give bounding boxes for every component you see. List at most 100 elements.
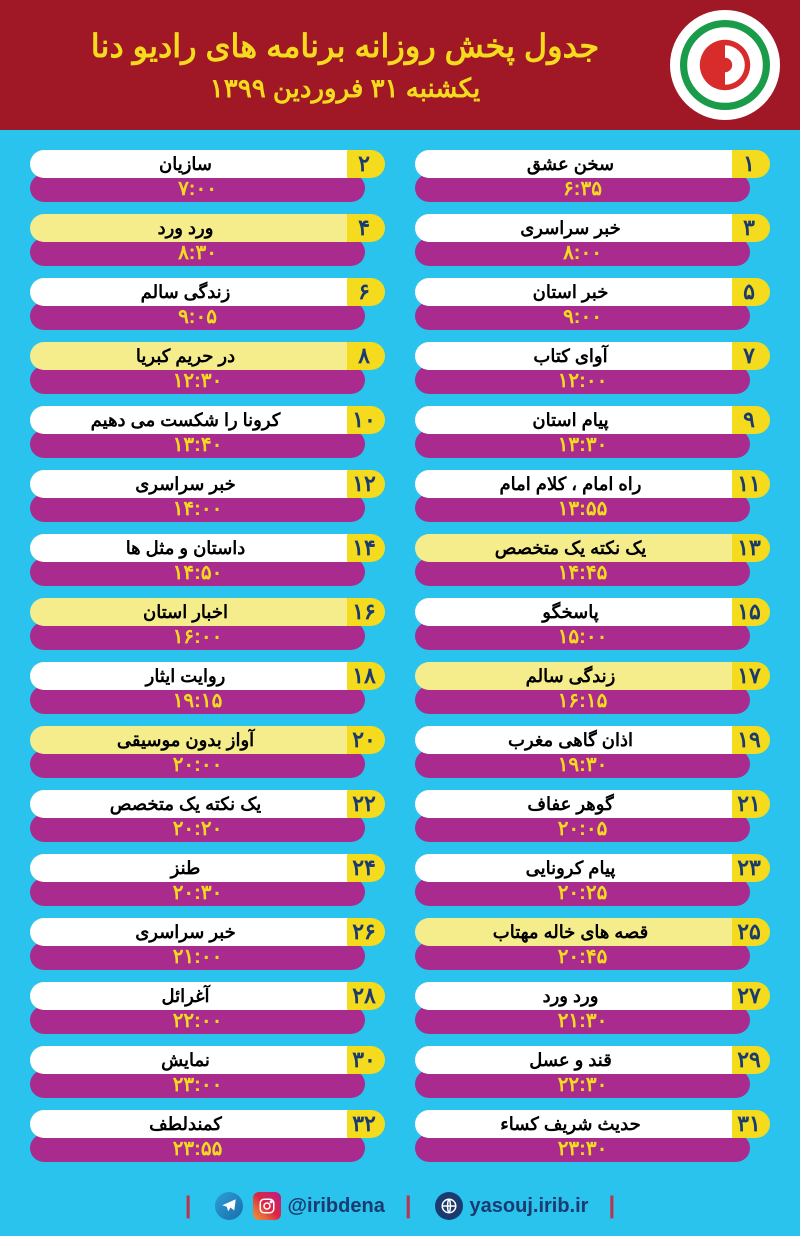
schedule-item: ۲۱گوهر عفاف۲۰:۰۵: [415, 790, 770, 846]
item-number: ۱۹: [728, 726, 770, 754]
item-number: ۵: [728, 278, 770, 306]
item-name: خبر سراسری: [30, 470, 347, 498]
item-number: ۹: [728, 406, 770, 434]
schedule-item: ۱۲خبر سراسری۱۴:۰۰: [30, 470, 385, 526]
schedule-item: ۱۰کرونا را شکست می دهیم۱۳:۴۰: [30, 406, 385, 462]
item-time: ۹:۰۵: [30, 302, 365, 330]
page-subtitle: یکشنبه ۳۱ فروردین ۱۳۹۹: [20, 73, 670, 104]
item-number: ۲۹: [728, 1046, 770, 1074]
schedule-item: ۱۶اخبار استان۱۶:۰۰: [30, 598, 385, 654]
schedule-item: ۱سخن عشق۶:۳۵: [415, 150, 770, 206]
item-time: ۲۳:۵۵: [30, 1134, 365, 1162]
schedule-item: ۱۸روایت ایثار۱۹:۱۵: [30, 662, 385, 718]
schedule-item: ۱۴داستان و مثل ها۱۴:۵۰: [30, 534, 385, 590]
item-time: ۸:۳۰: [30, 238, 365, 266]
schedule-item: ۲۴طنز۲۰:۳۰: [30, 854, 385, 910]
item-time: ۲۰:۴۵: [415, 942, 750, 970]
item-number: ۱۰: [343, 406, 385, 434]
page-title: جدول پخش روزانه برنامه های رادیو دنا: [20, 27, 670, 65]
item-name: آواز بدون موسیقی: [30, 726, 347, 754]
item-name: قند و عسل: [415, 1046, 732, 1074]
item-number: ۷: [728, 342, 770, 370]
item-number: ۶: [343, 278, 385, 306]
item-time: ۹:۰۰: [415, 302, 750, 330]
schedule-item: ۱۵پاسخگو۱۵:۰۰: [415, 598, 770, 654]
item-time: ۲۱:۳۰: [415, 1006, 750, 1034]
item-time: ۲۰:۲۵: [415, 878, 750, 906]
item-name: سخن عشق: [415, 150, 732, 178]
item-time: ۱۳:۴۰: [30, 430, 365, 458]
item-name: پیام کرونایی: [415, 854, 732, 882]
globe-icon: [435, 1192, 463, 1220]
item-number: ۴: [343, 214, 385, 242]
item-time: ۲۳:۰۰: [30, 1070, 365, 1098]
item-name: زندگی سالم: [415, 662, 732, 690]
schedule-item: ۵خبر استان۹:۰۰: [415, 278, 770, 334]
item-time: ۱۳:۵۵: [415, 494, 750, 522]
item-number: ۱۳: [728, 534, 770, 562]
item-number: ۱۵: [728, 598, 770, 626]
item-name: پاسخگو: [415, 598, 732, 626]
social-handle: @iribdena: [288, 1195, 385, 1218]
item-name: آوای کتاب: [415, 342, 732, 370]
item-time: ۱۶:۰۰: [30, 622, 365, 650]
item-number: ۱۸: [343, 662, 385, 690]
schedule-item: ۱۹اذان گاهی مغرب۱۹:۳۰: [415, 726, 770, 782]
item-name: خبر سراسری: [415, 214, 732, 242]
item-name: طنز: [30, 854, 347, 882]
item-time: ۱۳:۳۰: [415, 430, 750, 458]
item-time: ۱۹:۳۰: [415, 750, 750, 778]
schedule-item: ۲۹قند و عسل۲۲:۳۰: [415, 1046, 770, 1102]
item-name: ورد ورد: [30, 214, 347, 242]
footer-divider: |: [608, 1192, 615, 1220]
item-number: ۲۵: [728, 918, 770, 946]
schedule-column-right: ۱سخن عشق۶:۳۵۳خبر سراسری۸:۰۰۵خبر استان۹:۰…: [415, 150, 770, 1166]
item-name: نمایش: [30, 1046, 347, 1074]
logo: [670, 10, 780, 120]
schedule-item: ۲۵قصه های خاله مهتاب۲۰:۴۵: [415, 918, 770, 974]
telegram-icon: [215, 1192, 243, 1220]
item-time: ۲۳:۳۰: [415, 1134, 750, 1162]
item-name: داستان و مثل ها: [30, 534, 347, 562]
channel-logo-icon: [680, 20, 770, 110]
schedule-item: ۸در حریم کبریا۱۲:۳۰: [30, 342, 385, 398]
item-name: اذان گاهی مغرب: [415, 726, 732, 754]
schedule-item: ۱۷زندگی سالم۱۶:۱۵: [415, 662, 770, 718]
schedule-item: ۳۰نمایش۲۳:۰۰: [30, 1046, 385, 1102]
item-time: ۲۰:۲۰: [30, 814, 365, 842]
item-number: ۲۳: [728, 854, 770, 882]
schedule-column-left: ۲سازیان۷:۰۰۴ورد ورد۸:۳۰۶زندگی سالم۹:۰۵۸د…: [30, 150, 385, 1166]
item-name: خبر استان: [415, 278, 732, 306]
item-time: ۱۵:۰۰: [415, 622, 750, 650]
item-number: ۱۶: [343, 598, 385, 626]
item-number: ۲۰: [343, 726, 385, 754]
item-number: ۲۱: [728, 790, 770, 818]
schedule-item: ۳۲کمندلطف۲۳:۵۵: [30, 1110, 385, 1166]
item-name: یک نکته یک متخصص: [30, 790, 347, 818]
item-time: ۲۲:۰۰: [30, 1006, 365, 1034]
item-number: ۸: [343, 342, 385, 370]
schedule-item: ۳۱حدیث شریف کساء۲۳:۳۰: [415, 1110, 770, 1166]
item-time: ۸:۰۰: [415, 238, 750, 266]
schedule-item: ۱۳یک نکته یک متخصص۱۴:۴۵: [415, 534, 770, 590]
item-name: کرونا را شکست می دهیم: [30, 406, 347, 434]
schedule-item: ۲۳پیام کرونایی۲۰:۲۵: [415, 854, 770, 910]
schedule-item: ۲سازیان۷:۰۰: [30, 150, 385, 206]
item-time: ۱۶:۱۵: [415, 686, 750, 714]
schedule-item: ۴ورد ورد۸:۳۰: [30, 214, 385, 270]
item-name: خبر سراسری: [30, 918, 347, 946]
item-time: ۱۴:۴۵: [415, 558, 750, 586]
schedule-grid: ۱سخن عشق۶:۳۵۳خبر سراسری۸:۰۰۵خبر استان۹:۰…: [0, 130, 800, 1176]
item-number: ۱۷: [728, 662, 770, 690]
item-time: ۲۰:۰۰: [30, 750, 365, 778]
item-time: ۱۲:۳۰: [30, 366, 365, 394]
footer: | @iribdena | yasouj.irib.ir |: [0, 1176, 800, 1236]
item-number: ۱: [728, 150, 770, 178]
item-name: قصه های خاله مهتاب: [415, 918, 732, 946]
item-name: کمندلطف: [30, 1110, 347, 1138]
item-number: ۳۰: [343, 1046, 385, 1074]
schedule-item: ۶زندگی سالم۹:۰۵: [30, 278, 385, 334]
item-number: ۱۴: [343, 534, 385, 562]
item-name: در حریم کبریا: [30, 342, 347, 370]
footer-divider: |: [405, 1192, 412, 1220]
